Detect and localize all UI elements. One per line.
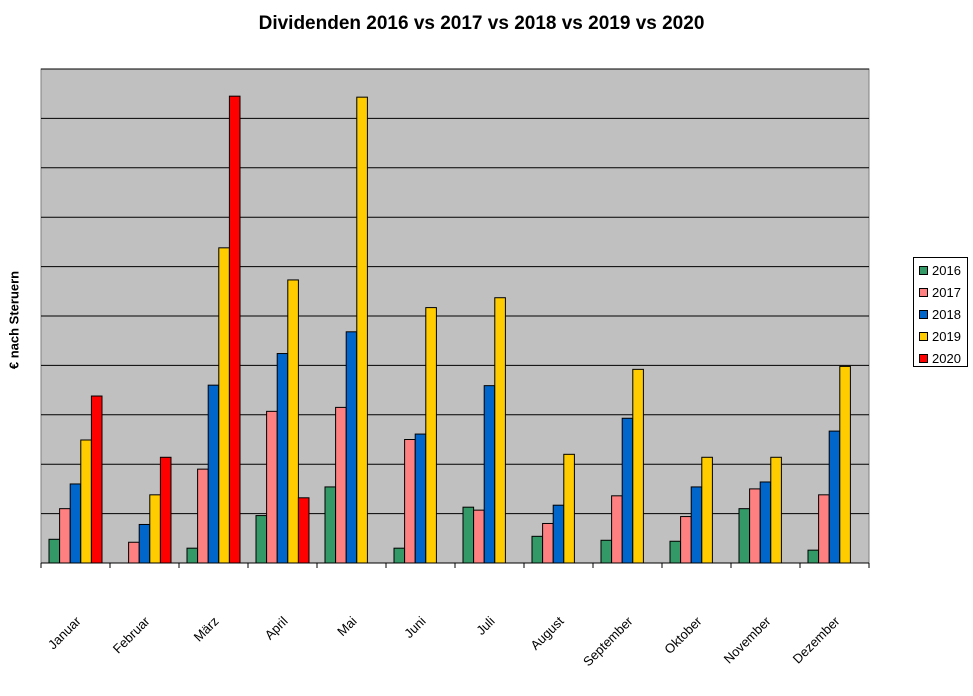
- bar-2017-dezember: [818, 494, 830, 564]
- bar-2018-juni: [414, 433, 427, 564]
- bar-2019-juli: [494, 297, 506, 564]
- bar-2020-april: [297, 497, 310, 564]
- bar-2018-juli: [483, 385, 496, 564]
- x-tick-label: Juni: [401, 613, 429, 641]
- bar-2019-april: [287, 279, 299, 564]
- bar-2016-mai: [324, 486, 337, 564]
- bar-2019-märz: [218, 247, 230, 564]
- bar-2018-august: [552, 504, 565, 564]
- legend-label-2018: 2018: [932, 306, 961, 322]
- bar-2016-märz: [186, 547, 199, 564]
- bar-2017-juni: [404, 439, 416, 564]
- x-tick-label: Januar: [45, 613, 84, 652]
- legend-swatch-2018: [919, 309, 928, 319]
- bar-2020-februar: [159, 456, 172, 564]
- x-tick-label: Dezember: [790, 613, 843, 666]
- legend: 2016 2017 2018 2019 2020: [913, 257, 968, 367]
- legend-label-2019: 2019: [932, 328, 961, 344]
- bar-2020-märz: [228, 95, 241, 564]
- bar-2017-juli: [473, 509, 485, 564]
- x-tick-label: April: [262, 613, 291, 642]
- bar-2017-märz: [197, 468, 209, 564]
- bar-2017-august: [542, 522, 554, 564]
- bar-2016-august: [531, 535, 544, 564]
- x-tick-label: Oktober: [661, 613, 705, 657]
- bar-2017-februar: [128, 541, 140, 564]
- legend-label-2020: 2020: [932, 350, 961, 366]
- bar-2018-mai: [345, 331, 358, 564]
- x-tick-label: September: [580, 613, 636, 669]
- bar-2019-februar: [149, 494, 161, 564]
- bar-2018-januar: [69, 483, 82, 564]
- bar-2018-september: [621, 417, 634, 564]
- bar-2019-januar: [80, 439, 92, 564]
- legend-item-2019: 2019: [919, 327, 961, 345]
- legend-item-2018: 2018: [919, 305, 961, 323]
- bar-2016-dezember: [807, 549, 820, 564]
- bar-2017-oktober: [680, 516, 692, 564]
- legend-item-2016: 2016: [919, 261, 961, 279]
- chart-title: Dividenden 2016 vs 2017 vs 2018 vs 2019 …: [258, 13, 705, 34]
- bar-2019-september: [632, 368, 644, 564]
- bar-2019-dezember: [839, 365, 851, 564]
- bar-2019-mai: [356, 96, 368, 564]
- legend-label-2016: 2016: [932, 262, 961, 278]
- bar-2018-oktober: [690, 486, 703, 564]
- bar-2017-november: [749, 488, 761, 564]
- bar-2016-oktober: [669, 540, 682, 564]
- bar-2016-september: [600, 539, 613, 564]
- x-tick-label: August: [527, 613, 566, 652]
- x-tick-label: Februar: [110, 613, 153, 656]
- bar-2016-april: [255, 515, 268, 564]
- bar-2017-januar: [59, 508, 71, 564]
- legend-swatch-2020: [919, 353, 928, 363]
- bar-2018-dezember: [828, 430, 841, 564]
- x-tick-label: März: [191, 614, 222, 645]
- x-tick-label: Juli: [473, 613, 497, 637]
- bar-2017-mai: [335, 406, 347, 564]
- bar-2020-januar: [90, 395, 103, 564]
- bar-2016-juni: [393, 547, 406, 564]
- x-tick-label: November: [721, 613, 774, 666]
- legend-swatch-2019: [919, 331, 928, 341]
- bar-2018-märz: [207, 384, 220, 564]
- bar-2017-april: [266, 410, 278, 564]
- bar-2019-august: [563, 453, 575, 564]
- bar-2019-oktober: [701, 456, 713, 564]
- legend-item-2020: 2020: [919, 349, 961, 367]
- bar-2018-februar: [138, 523, 151, 564]
- legend-item-2017: 2017: [919, 283, 961, 301]
- bar-2018-april: [276, 353, 289, 564]
- bar-2017-september: [611, 495, 623, 564]
- legend-swatch-2016: [919, 265, 928, 275]
- legend-label-2017: 2017: [932, 284, 961, 300]
- bar-2019-juni: [425, 307, 437, 564]
- bar-2016-juli: [462, 506, 475, 564]
- bar-2016-januar: [48, 538, 61, 564]
- bar-2016-november: [738, 508, 751, 564]
- bar-2019-november: [770, 456, 782, 564]
- x-tick-label: Mai: [334, 613, 359, 638]
- legend-swatch-2017: [919, 287, 928, 297]
- bar-2018-november: [759, 481, 772, 564]
